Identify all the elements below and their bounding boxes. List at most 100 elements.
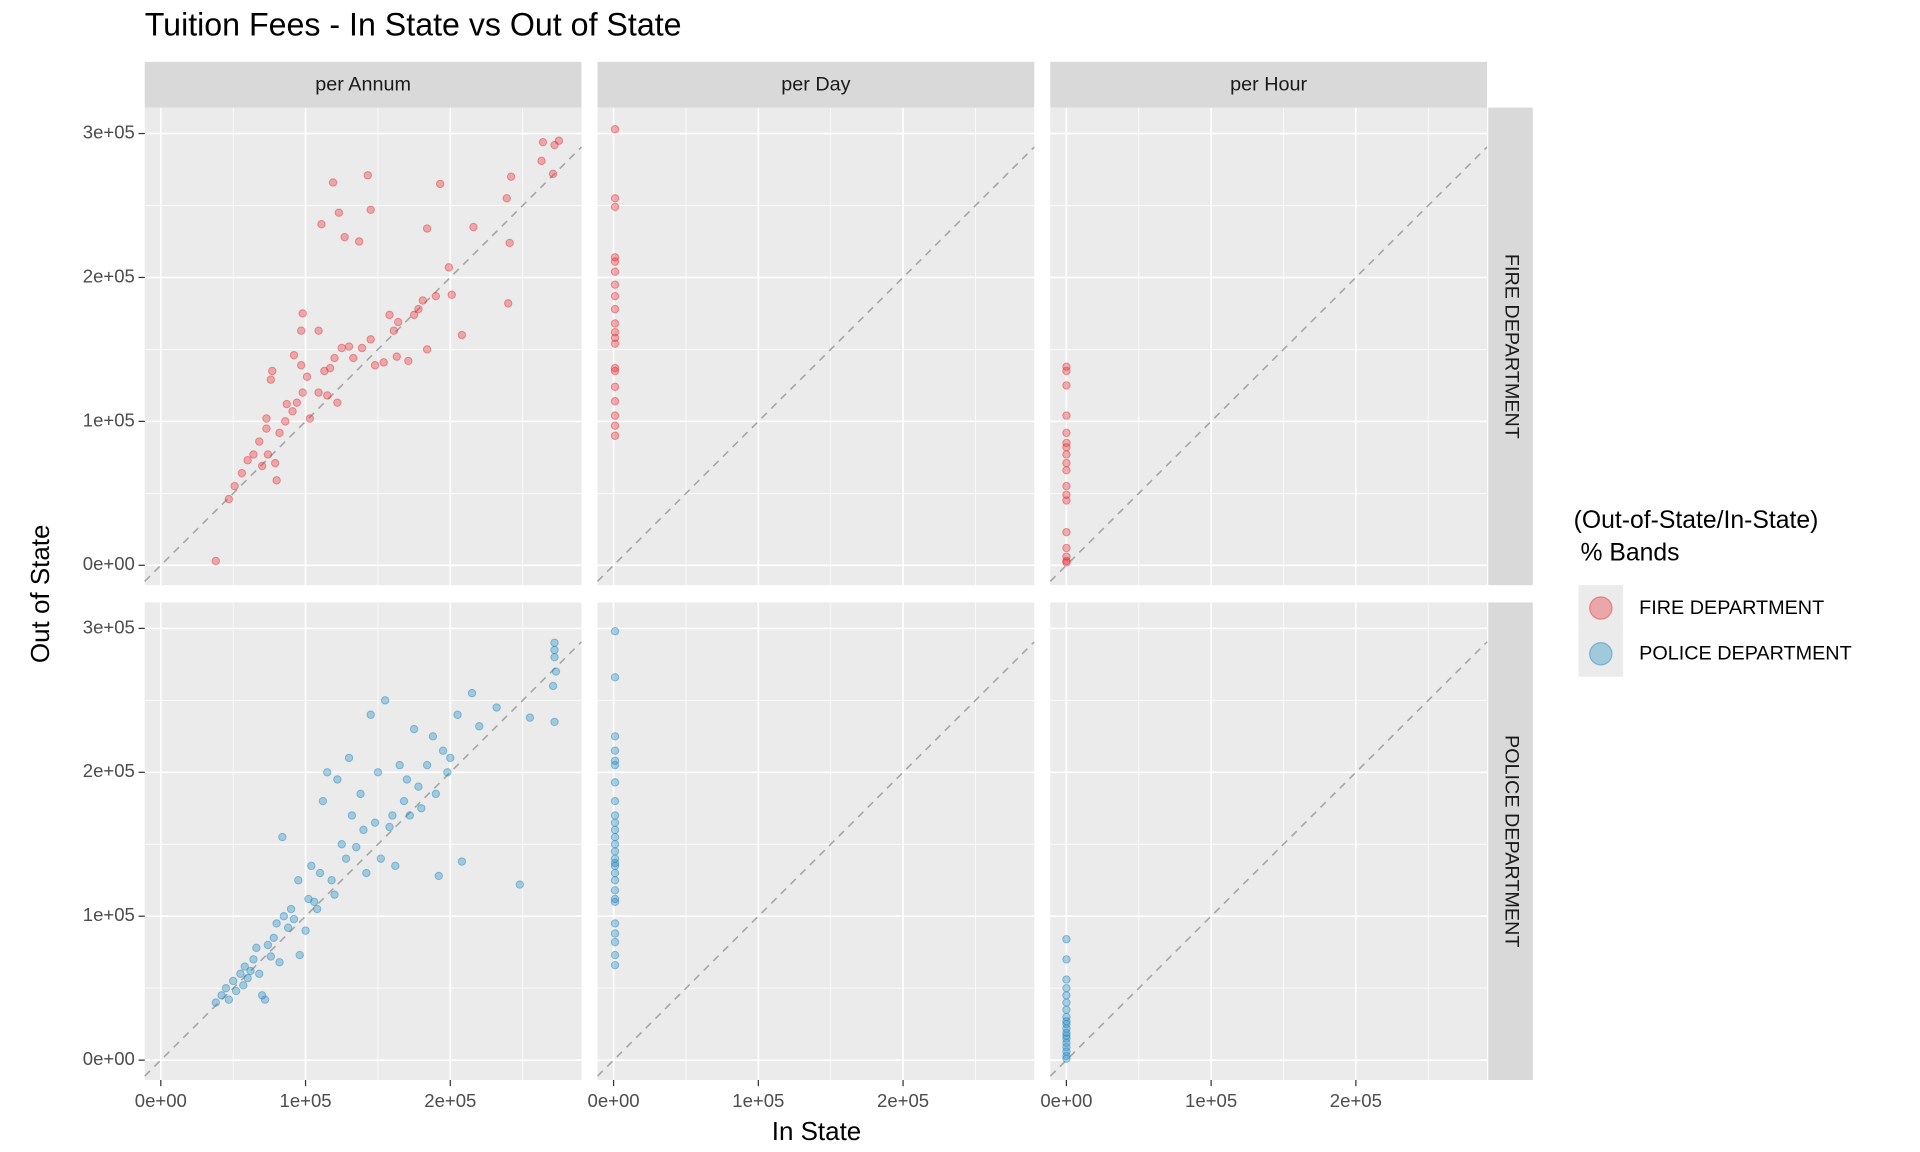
point xyxy=(275,958,284,967)
point xyxy=(357,343,367,353)
point xyxy=(422,345,432,354)
point xyxy=(610,897,620,907)
point xyxy=(246,966,255,976)
y-tick-label: 0e+00 xyxy=(83,553,135,574)
point xyxy=(305,414,315,423)
point xyxy=(1062,552,1071,561)
point xyxy=(370,361,380,370)
y-tick-label: 3e+05 xyxy=(83,616,135,637)
point xyxy=(418,296,428,305)
point xyxy=(302,372,312,381)
point xyxy=(610,363,620,373)
point xyxy=(330,353,339,363)
reference-line xyxy=(144,146,583,582)
point xyxy=(1062,1028,1071,1038)
column-strip-label: per Day xyxy=(781,74,850,96)
point xyxy=(1062,366,1071,376)
point xyxy=(1062,983,1071,993)
point xyxy=(217,991,226,1000)
point xyxy=(275,428,284,438)
y-tick-label: 1e+05 xyxy=(83,904,135,925)
point xyxy=(1062,991,1071,1000)
point xyxy=(1062,998,1071,1007)
panel-background xyxy=(597,602,1035,1080)
point xyxy=(297,361,306,370)
y-tick-label: 3e+05 xyxy=(83,121,135,142)
point xyxy=(1062,411,1071,420)
point xyxy=(525,713,535,722)
point xyxy=(610,861,620,871)
point xyxy=(610,868,620,878)
point xyxy=(263,450,273,459)
point xyxy=(231,986,241,996)
point xyxy=(610,876,620,885)
point xyxy=(243,456,252,465)
point xyxy=(1062,1017,1071,1026)
point xyxy=(283,923,293,932)
point xyxy=(257,461,267,471)
point xyxy=(237,468,247,478)
point xyxy=(328,178,338,187)
point xyxy=(393,317,403,327)
panel-background xyxy=(1050,107,1488,586)
legend-label: FIRE DEPARTMENT xyxy=(1639,597,1824,619)
point xyxy=(255,437,264,446)
point xyxy=(334,208,344,217)
point xyxy=(211,556,221,566)
point xyxy=(344,753,354,763)
point xyxy=(347,811,357,820)
point xyxy=(610,411,620,420)
point xyxy=(266,375,276,384)
panel-background xyxy=(144,107,582,586)
legend-symbol xyxy=(1589,596,1613,620)
panel-background xyxy=(597,107,1035,586)
point xyxy=(249,450,258,459)
point xyxy=(327,876,336,885)
point xyxy=(362,868,371,878)
point xyxy=(505,238,514,248)
point xyxy=(312,904,322,914)
point xyxy=(260,995,270,1004)
point xyxy=(610,818,620,827)
reference-line xyxy=(144,641,583,1077)
point xyxy=(376,854,386,863)
point xyxy=(1062,496,1071,505)
point xyxy=(610,257,620,266)
point xyxy=(270,458,280,468)
point xyxy=(314,326,323,335)
point xyxy=(281,417,290,426)
point xyxy=(453,710,462,719)
point xyxy=(610,919,620,928)
point xyxy=(286,904,296,914)
x-tick-label: 2e+05 xyxy=(424,1090,476,1111)
point xyxy=(337,840,346,849)
point xyxy=(1062,1012,1071,1022)
point xyxy=(610,950,620,960)
point xyxy=(272,919,281,928)
point xyxy=(1062,1005,1071,1014)
point xyxy=(323,391,332,400)
point xyxy=(288,407,297,416)
point xyxy=(379,358,388,367)
point xyxy=(263,940,273,950)
point xyxy=(289,914,299,924)
legend-label: POLICE DEPARTMENT xyxy=(1639,643,1852,665)
point xyxy=(279,912,289,921)
point xyxy=(341,854,351,863)
point xyxy=(422,760,432,770)
point xyxy=(551,667,561,676)
column-strip xyxy=(144,61,582,108)
point xyxy=(211,998,221,1007)
point xyxy=(292,398,302,407)
point xyxy=(506,172,516,181)
point xyxy=(282,399,291,409)
point xyxy=(610,125,620,134)
point xyxy=(610,253,620,262)
point xyxy=(399,796,409,806)
point xyxy=(224,494,234,504)
point xyxy=(515,880,524,889)
point xyxy=(239,981,248,990)
point xyxy=(1062,1051,1071,1061)
point xyxy=(1062,458,1071,468)
